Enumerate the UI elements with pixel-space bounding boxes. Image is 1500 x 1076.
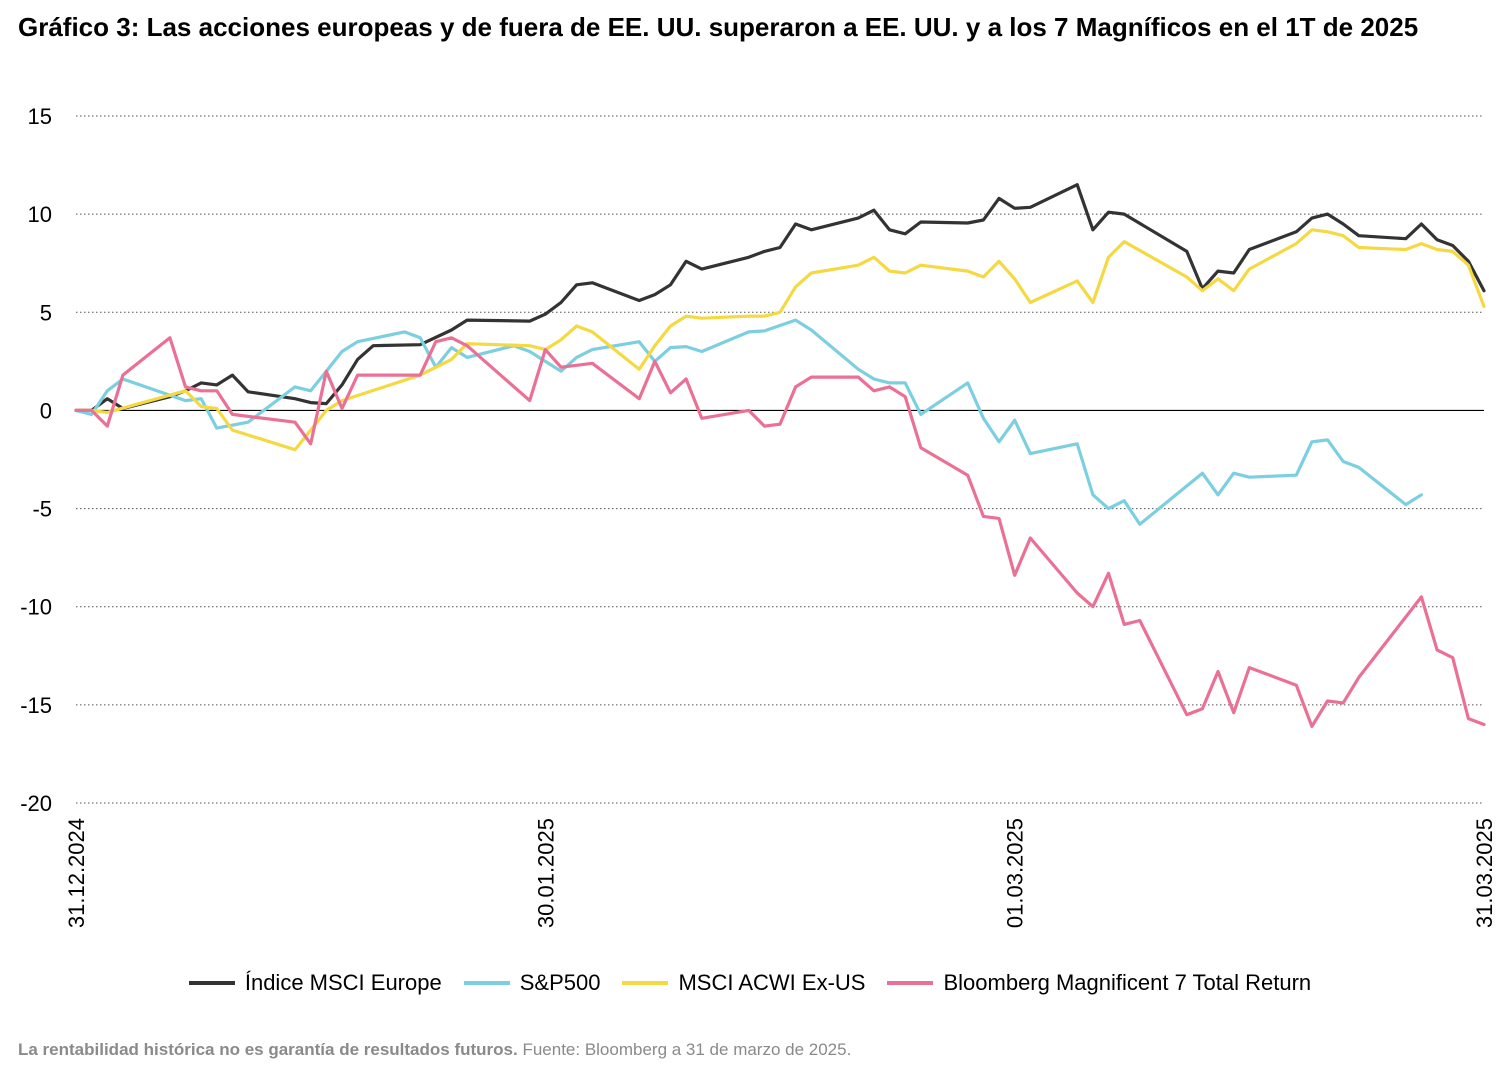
y-tick-label: -20 (20, 791, 52, 816)
legend-item: S&P500 (463, 970, 601, 996)
legend-label: Bloomberg Magnificent 7 Total Return (943, 970, 1312, 995)
legend-item: MSCI ACWI Ex-US (622, 970, 865, 996)
y-tick-label: -15 (20, 693, 52, 718)
legend-label: Índice MSCI Europe (244, 970, 442, 995)
x-tick-label: 01.03.2025 (1003, 818, 1028, 928)
line-chart: 15 10 5 0 -5 -10 -15 -20 31.12.2024 30.01.2025 01… (20, 104, 1497, 928)
footnote-disclaimer: La rentabilidad histórica no es garantía… (18, 1040, 518, 1059)
legend: Índice MSCI Europe S&P500 MSCI ACWI Ex-US B… (0, 965, 1500, 1001)
series-lines (74, 183, 1486, 729)
legend-item: Índice MSCI Europe (188, 970, 442, 996)
y-tick-label: 15 (28, 104, 52, 129)
footnote: La rentabilidad histórica no es garantía… (18, 1040, 851, 1060)
x-axis-tick-labels: 31.12.2024 30.01.2025 01.03.2025 31.03.2025 (64, 818, 1497, 928)
legend-label: S&P500 (519, 970, 601, 995)
y-tick-label: 5 (40, 300, 52, 325)
series-line-1 (74, 183, 1486, 412)
legend-swatch (622, 981, 669, 985)
legend-swatch (887, 981, 934, 985)
y-tick-label: 0 (40, 398, 52, 423)
y-tick-label: 10 (28, 202, 52, 227)
y-axis-tick-labels: 15 10 5 0 -5 -10 -15 -20 (20, 104, 52, 816)
series-line-2 (74, 318, 1424, 526)
x-tick-label: 31.12.2024 (64, 818, 89, 928)
series-line-4 (74, 336, 1486, 729)
footnote-source: Fuente: Bloomberg a 31 de marzo de 2025. (517, 1040, 852, 1059)
legend-label: MSCI ACWI Ex-US (678, 970, 866, 995)
series-line-3 (74, 228, 1486, 452)
y-tick-label: -5 (32, 497, 52, 522)
gridlines (76, 115, 1484, 804)
legend-swatch (188, 981, 235, 985)
chart-title: Gráfico 3: Las acciones europeas y de fu… (18, 12, 1419, 42)
legend-swatch (463, 981, 510, 985)
x-tick-label: 30.01.2025 (533, 818, 558, 928)
x-tick-label: 31.03.2025 (1472, 818, 1497, 928)
y-tick-label: -10 (20, 595, 52, 620)
legend-item: Bloomberg Magnificent 7 Total Return (887, 970, 1311, 996)
